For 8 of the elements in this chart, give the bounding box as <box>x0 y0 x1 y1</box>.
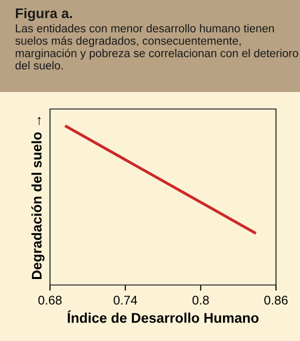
x-tick-label: 0.74 <box>114 296 138 305</box>
x-tick-label: 0.8 <box>192 296 209 305</box>
chart-title: Figura a. <box>16 8 72 22</box>
chart-subtitle: Las entidades con menor desarrollo humano tienen suelos más degradados, consecuentemente, marginación y pobreza se correlacionan con el deterioro del suelo. <box>15 24 298 70</box>
x-tick-label: 0.68 <box>38 296 62 305</box>
x-axis-title: Índice de Desarrollo Humano <box>68 310 259 323</box>
x-tick-label: 0.86 <box>264 296 288 305</box>
y-axis-title: Degradación del suelo → <box>31 116 44 280</box>
